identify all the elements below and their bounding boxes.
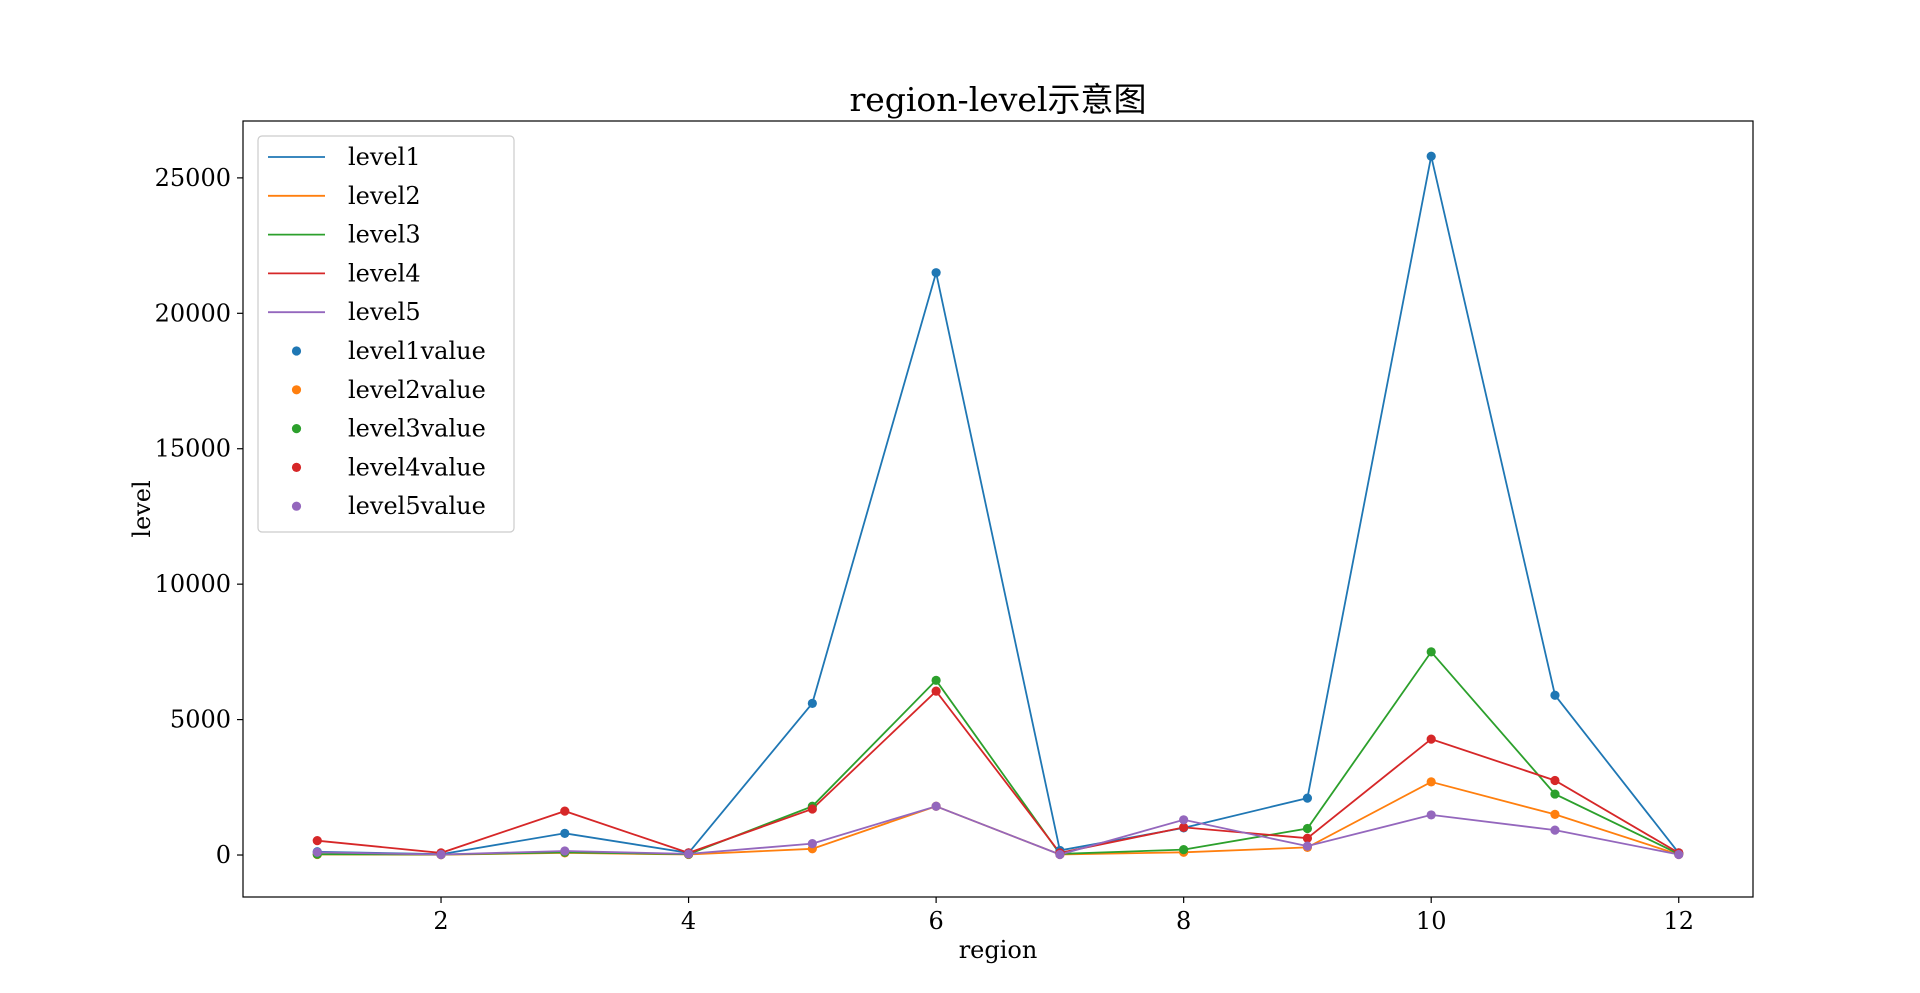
data-point-level2 — [1426, 777, 1436, 787]
data-point-level4 — [560, 806, 570, 816]
plot-area-frame — [242, 120, 1754, 898]
x-tick-label: 8 — [1176, 907, 1191, 935]
legend-label-level5: level5 — [348, 298, 421, 326]
data-point-level5 — [1055, 849, 1065, 860]
y-tick-label: 5000 — [170, 706, 231, 734]
data-point-level4 — [1302, 833, 1313, 843]
y-tick-label: 10000 — [155, 570, 231, 598]
legend-label-level2value: level2value — [348, 376, 486, 404]
legend-label-level3: level3 — [348, 221, 421, 249]
data-point-level4 — [931, 686, 941, 696]
data-point-level3 — [1179, 845, 1189, 855]
y-axis-label: level — [128, 480, 156, 537]
data-point-level4 — [1426, 734, 1436, 744]
series-line-level1 — [317, 155, 1680, 856]
x-axis: 2 4 6 8 10 12 — [433, 897, 1694, 935]
legend-label-level1: level1 — [348, 143, 421, 171]
y-axis: 0 5000 10000 15000 20000 25000 — [155, 164, 243, 869]
data-point-level4 — [312, 836, 322, 846]
data-point-level1 — [560, 828, 570, 838]
legend-marker-level2value — [291, 385, 302, 395]
legend-label-level3value: level3value — [348, 415, 486, 443]
data-point-level2 — [1550, 809, 1560, 819]
y-tick-label: 0 — [216, 841, 231, 869]
x-tick-label: 10 — [1416, 907, 1447, 935]
data-point-level3 — [1426, 647, 1436, 657]
data-point-level3 — [1550, 789, 1560, 799]
data-point-level5 — [1550, 825, 1560, 835]
legend-label-level5value: level5value — [348, 492, 486, 520]
y-tick-label: 20000 — [155, 299, 231, 327]
legend-marker-level3value — [291, 424, 302, 434]
data-point-level1 — [931, 268, 941, 278]
data-point-level5 — [931, 801, 941, 811]
data-point-level5 — [1426, 810, 1436, 820]
data-point-level5 — [436, 849, 446, 860]
data-point-level1 — [1550, 690, 1560, 700]
data-point-level5 — [1674, 849, 1684, 860]
data-point-level5 — [1179, 815, 1189, 825]
y-tick-label: 25000 — [155, 164, 231, 192]
x-axis-label: region — [959, 936, 1038, 964]
legend: level1 level2 level3 level4 level5 level1valu… — [257, 135, 515, 533]
series-line-level4 — [317, 689, 1680, 854]
data-point-level4 — [1179, 822, 1189, 832]
legend-marker-level1value — [291, 346, 302, 356]
data-point-level1 — [807, 698, 817, 708]
data-point-level3 — [1302, 823, 1313, 834]
series-lines — [317, 155, 1680, 856]
series-points — [312, 151, 1684, 860]
legend-label-level2: level2 — [348, 182, 421, 210]
x-tick-label: 4 — [681, 907, 696, 935]
data-point-level4 — [807, 804, 817, 814]
data-point-level1 — [1302, 793, 1313, 803]
data-point-level5 — [560, 846, 570, 856]
legend-label-level4: level4 — [348, 259, 421, 287]
data-point-level5 — [1302, 841, 1313, 851]
data-point-level3 — [931, 675, 941, 685]
legend-marker-level5value — [291, 501, 302, 511]
data-point-level1 — [1426, 151, 1436, 161]
chart-title: region-level示意图 — [849, 80, 1146, 119]
data-point-level5 — [683, 849, 694, 859]
x-tick-label: 2 — [433, 907, 448, 935]
data-point-level5 — [807, 839, 817, 849]
legend-label-level1value: level1value — [348, 337, 486, 365]
series-line-level3 — [317, 650, 1680, 856]
y-tick-label: 15000 — [155, 435, 231, 463]
series-line-level2 — [317, 780, 1679, 856]
series-line-level5 — [317, 805, 1679, 856]
data-point-level5 — [312, 847, 322, 857]
x-tick-label: 12 — [1663, 907, 1694, 935]
legend-label-level4value: level4value — [348, 453, 486, 481]
x-tick-label: 6 — [928, 907, 943, 935]
legend-marker-level4value — [291, 462, 302, 472]
data-point-level4 — [1550, 775, 1560, 786]
